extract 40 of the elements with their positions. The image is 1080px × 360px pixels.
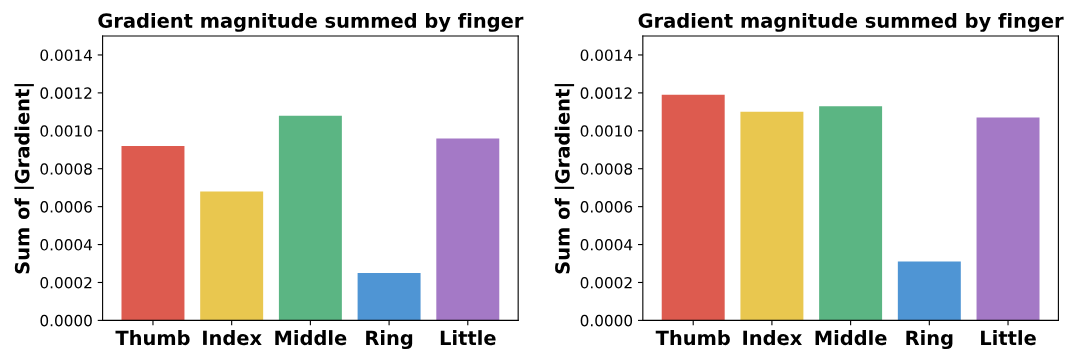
y-tick-label: 0.0014 [580, 49, 633, 61]
y-axis-title: Sum of |Gradient| [14, 84, 34, 274]
y-tick-label: 0.0010 [40, 125, 92, 137]
y-tick-label: 0.0004 [580, 239, 633, 251]
y-tick-label: 0.0008 [580, 163, 633, 175]
x-tick-label: Index [203, 330, 262, 346]
x-tick-label: Thumb [115, 330, 190, 346]
x-tick-label: Ring [366, 330, 413, 350]
y-tick-label: 0.0010 [580, 125, 633, 137]
bar [357, 273, 421, 321]
bar [897, 261, 961, 321]
y-axis-title: Sum of |Gradient| [554, 84, 575, 274]
y-tick-label: 0.0000 [40, 314, 92, 327]
x-tick-label: Middle [275, 330, 347, 346]
bar [976, 117, 1040, 321]
bar [200, 191, 264, 321]
x-tick-label: Thumb [655, 330, 730, 346]
bar [278, 115, 342, 321]
x-tick-label: Middle [815, 330, 887, 346]
x-tick-label: Index [743, 330, 802, 346]
y-tick-label: 0.0014 [40, 49, 93, 61]
x-tick-label: Little [440, 330, 496, 346]
y-tick-label: 0.0002 [40, 276, 92, 289]
x-tick-label: Little [981, 330, 1036, 346]
bar [819, 106, 883, 321]
y-tick-label: 0.0006 [580, 201, 633, 213]
bar [121, 145, 185, 321]
y-tick-label: 0.0002 [580, 276, 632, 289]
y-tick-label: 0.0004 [40, 239, 93, 251]
bar [436, 138, 500, 321]
chart-title: Gradient magnitude summed by finger [98, 12, 524, 32]
chart-title: Gradient magnitude summed by finger [638, 12, 1064, 32]
bar [661, 94, 725, 321]
bar [740, 111, 804, 321]
y-tick-label: 0.0008 [40, 163, 92, 175]
y-tick-label: 0.0006 [40, 201, 92, 213]
y-tick-label: 0.0012 [580, 87, 632, 99]
y-tick-label: 0.0012 [40, 87, 92, 99]
x-tick-label: Ring [906, 330, 953, 350]
y-tick-label: 0.0000 [580, 314, 633, 327]
